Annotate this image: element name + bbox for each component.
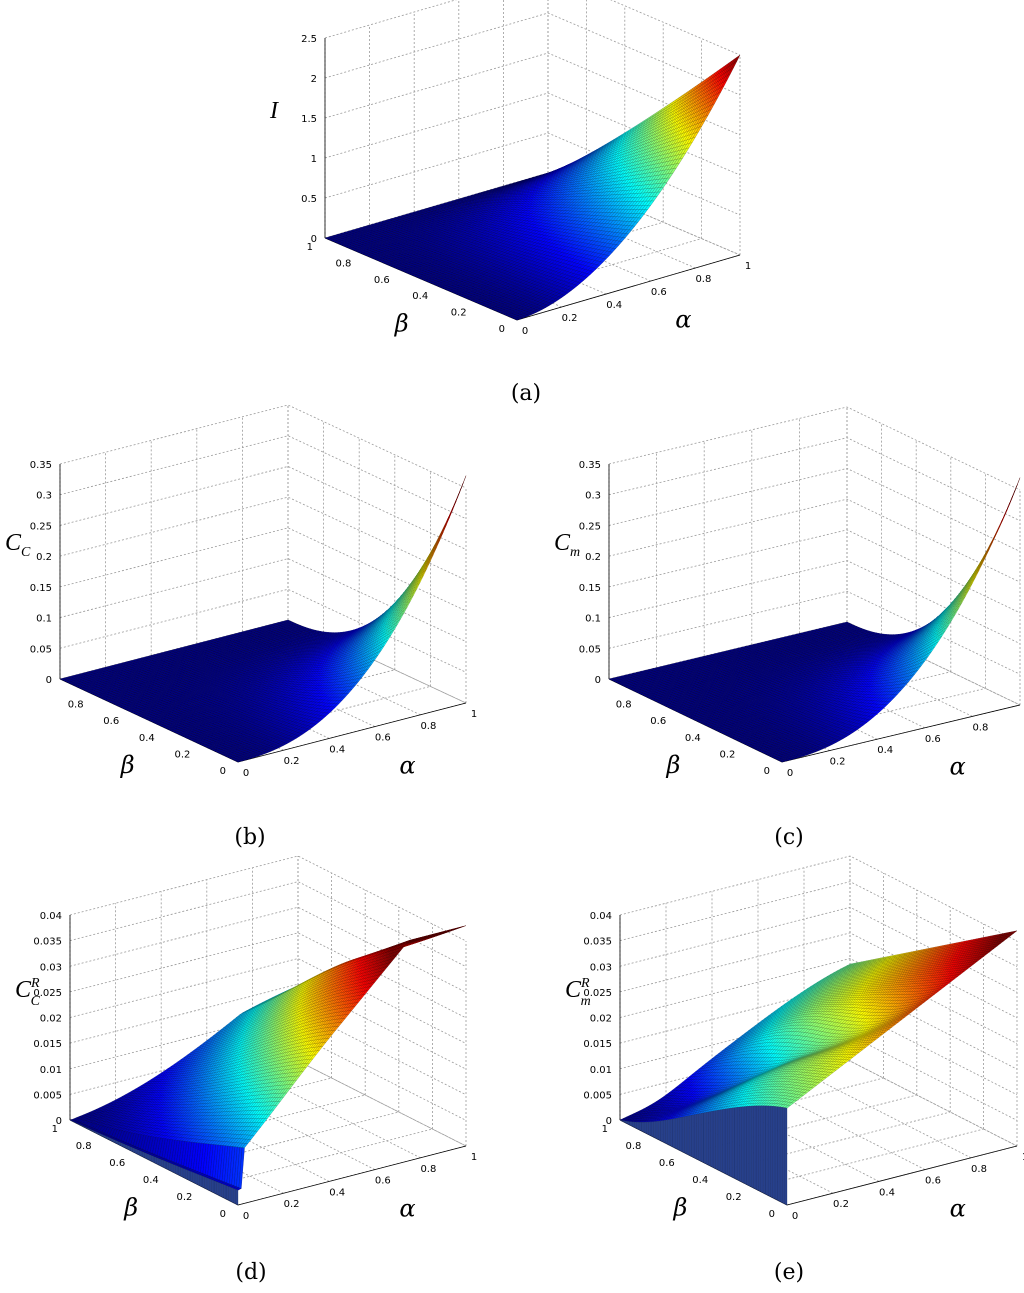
z-axis-label: I <box>269 98 279 124</box>
z-tick-label: 1 <box>311 154 317 165</box>
y-tick-label: 0.2 <box>451 308 467 319</box>
x-tick-label: 0.2 <box>562 313 578 324</box>
y-axis-label: β <box>394 309 409 337</box>
z-tick-label: 2.5 <box>301 34 317 45</box>
caption-a: (a) <box>486 381 566 406</box>
y-tick-label: 0 <box>499 324 505 335</box>
x-tick-label: 0 <box>522 326 528 337</box>
x-axis-label: α <box>675 306 691 334</box>
z-tick-label: 2 <box>311 74 317 85</box>
surface-plot-a: 0 0.2 0.4 0.6 0.8 1 0 0.2 0.4 0.6 0.8 1 0 0.5 1 1.5 2 2.5… <box>0 0 1024 360</box>
x-tick-label: 1 <box>745 261 751 272</box>
x-tick-label: 0.8 <box>695 274 711 285</box>
surface-mesh <box>324 54 741 321</box>
x-tick-label: 0.6 <box>651 287 667 298</box>
z-tick-label: 0 <box>311 234 317 245</box>
x-tick-label: 0.4 <box>606 300 622 311</box>
y-tick-label: 0.8 <box>335 258 351 269</box>
z-tick-label: 1.5 <box>301 114 317 125</box>
y-tick-label: 0.6 <box>374 275 390 286</box>
surface-plot-b: 0 0.2 0.4 0.6 0.8 1 0 0.2 0.4 0.6 0.8 0 0.05 0.1 0.15 0… <box>0 404 512 800</box>
z-tick-label: 0.5 <box>301 194 317 205</box>
surface-plot-b-svg: 00.20.40.60.8100.20.40.60.800.050.10.150… <box>5 404 477 779</box>
y-tick-label: 0.4 <box>412 291 428 302</box>
surface-plot-a-svg: 00.20.40.60.8100.20.40.60.8100.511.522.5… <box>269 0 751 337</box>
